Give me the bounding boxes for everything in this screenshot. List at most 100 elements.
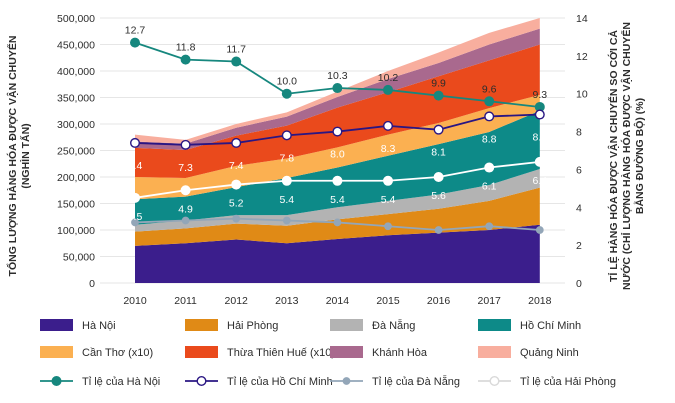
left-axis-title-line: TỔNG LƯỢNG HÀNG HÓA ĐƯỢC VẬN CHUYỂN <box>6 36 19 277</box>
legend-swatch <box>40 346 73 358</box>
area-series-8 <box>135 18 540 144</box>
rate-point-2-2013 <box>281 130 292 141</box>
data-label: 4.9 <box>178 203 193 215</box>
left-tick-label: 0 <box>89 278 95 290</box>
rate-point-3-2011 <box>181 216 190 225</box>
legend-label: Tỉ lệ của Hải Phòng <box>520 376 616 388</box>
legend-label: Hải Phòng <box>227 320 278 332</box>
rate-point-1-2010 <box>129 37 140 48</box>
x-tick-label: 2017 <box>478 295 502 307</box>
data-label: 5.4 <box>330 194 345 206</box>
rate-point-4-2013 <box>281 175 292 186</box>
right-tick-label: 10 <box>576 89 588 101</box>
right-axis-title: TỈ LỆ HÀNG HÓA ĐƯỢC VẬN CHUYỂN SO CỚI CẢ… <box>607 22 646 290</box>
rate-point-1-2017 <box>484 96 495 107</box>
x-tick-label: 2011 <box>174 295 197 307</box>
data-label: 8.1 <box>431 147 446 159</box>
legend-label: Quảng Ninh <box>520 347 579 359</box>
rate-point-3-2015 <box>384 222 392 231</box>
rate-point-4-2017 <box>484 162 495 173</box>
left-tick-label: 50,000 <box>63 252 95 264</box>
rate-point-2-2010 <box>129 137 140 148</box>
data-label: 7.3 <box>178 162 193 174</box>
data-label: 6.4 <box>532 175 547 187</box>
rate-point-2-2012 <box>231 137 242 148</box>
axes: 0 50,000 100,000 150,000 200,000 250,000 300,0… <box>6 13 646 307</box>
legend-marker <box>51 376 62 387</box>
legend-label: Tỉ lệ của Đà Nẵng <box>372 375 460 388</box>
data-label: 10.3 <box>327 70 348 82</box>
area-series-5 <box>135 94 540 200</box>
left-tick-label: 250,000 <box>57 146 95 158</box>
legend-label: Hồ Chí Minh <box>520 320 581 332</box>
data-label: 9.6 <box>482 83 497 95</box>
rate-point-1-2011 <box>180 54 191 65</box>
rate-point-3-2014 <box>333 218 342 227</box>
x-tick-label: 2014 <box>326 295 350 307</box>
data-label: 5.2 <box>229 198 244 210</box>
right-tick-label: 6 <box>576 164 582 176</box>
right-tick-label: 4 <box>576 202 582 214</box>
data-label: 9.3 <box>532 89 547 101</box>
rate-lines <box>129 37 545 234</box>
legend-label: Đà Nẵng <box>372 319 415 332</box>
left-tick-label: 200,000 <box>57 172 95 184</box>
left-tick-label: 450,000 <box>57 40 95 52</box>
x-tick-label: 2018 <box>528 295 552 307</box>
rate-point-4-2011 <box>180 185 191 196</box>
legend-marker <box>342 377 351 385</box>
left-axis-title-line: (NGHÌN TẤN) <box>19 123 32 188</box>
x-tick-label: 2012 <box>225 295 249 307</box>
legend-label: Hà Nội <box>82 320 116 332</box>
left-tick-label: 500,000 <box>57 13 95 25</box>
rate-point-4-2018 <box>534 156 545 167</box>
rate-point-1-2016 <box>433 90 444 101</box>
rate-point-2-2018 <box>534 109 545 120</box>
legend-label: Tỉ lệ của Hà Nội <box>82 376 160 388</box>
data-label: 8.8 <box>482 133 497 145</box>
legend-label: Cần Thơ (x10) <box>82 347 153 359</box>
data-label: 11.8 <box>176 42 196 54</box>
data-labels: 12.7 11.8 11.7 10.0 10.3 10.2 9.9 9.6 9.3 7.4 7.3 7… <box>125 25 547 223</box>
right-axis-title-line: BẰNG ĐƯỜNG BỘ) (%) <box>633 98 646 214</box>
rate-point-3-2016 <box>434 226 443 234</box>
rate-point-3-2017 <box>485 222 494 231</box>
area-series-1 <box>135 224 540 283</box>
rate-point-3-2010 <box>131 218 139 227</box>
legend-swatch <box>185 319 218 331</box>
right-tick-label: 8 <box>576 127 582 139</box>
left-tick-label: 400,000 <box>57 66 95 78</box>
rate-point-1-2012 <box>231 56 242 67</box>
rate-point-4-2014 <box>332 175 343 186</box>
legend-swatch <box>185 346 218 358</box>
legend-swatch <box>330 346 363 358</box>
legend-label: Khánh Hòa <box>372 347 428 359</box>
legend-swatch <box>40 319 73 331</box>
data-label: 7.4 <box>229 160 244 172</box>
legend-label: Tỉ lệ của Hồ Chí Minh <box>227 376 333 388</box>
right-tick-label: 0 <box>576 278 582 290</box>
rate-point-4-2015 <box>383 175 394 186</box>
legend: Hà Nội Hải Phòng Đà Nẵng Hồ Chí Minh Cần Thơ… <box>40 319 616 388</box>
data-label: 12.7 <box>125 25 146 37</box>
left-tick-label: 100,000 <box>57 225 95 237</box>
rate-point-4-2016 <box>433 171 444 182</box>
data-label: 10.0 <box>277 76 298 88</box>
data-label: 10.2 <box>378 72 399 84</box>
data-label: 8.0 <box>330 149 345 161</box>
data-label: 11.7 <box>226 44 246 56</box>
legend-swatch <box>330 319 363 331</box>
x-tick-label: 2016 <box>427 295 451 307</box>
right-axis-title-line: TỈ LỆ HÀNG HÓA ĐƯỢC VẬN CHUYỂN SO CỚI CẢ <box>607 30 620 282</box>
legend-label: Thừa Thiên Huế (x10) <box>227 347 335 359</box>
right-axis-title-line: NƯỚC (CHỈ LƯỢNG HÀNG HÓA ĐƯỢC VẬN CHUYỂN <box>620 22 633 290</box>
data-label: 6.1 <box>482 181 497 193</box>
left-axis-title: TỔNG LƯỢNG HÀNG HÓA ĐƯỢC VẬN CHUYỂN (NGHÌ… <box>6 36 32 277</box>
x-tick-label: 2015 <box>376 295 400 307</box>
area-series-4 <box>135 110 540 225</box>
rate-point-3-2012 <box>232 214 241 223</box>
right-tick-label: 12 <box>576 51 588 63</box>
data-label: 8.9 <box>532 132 547 144</box>
data-label: 5.4 <box>381 194 396 206</box>
